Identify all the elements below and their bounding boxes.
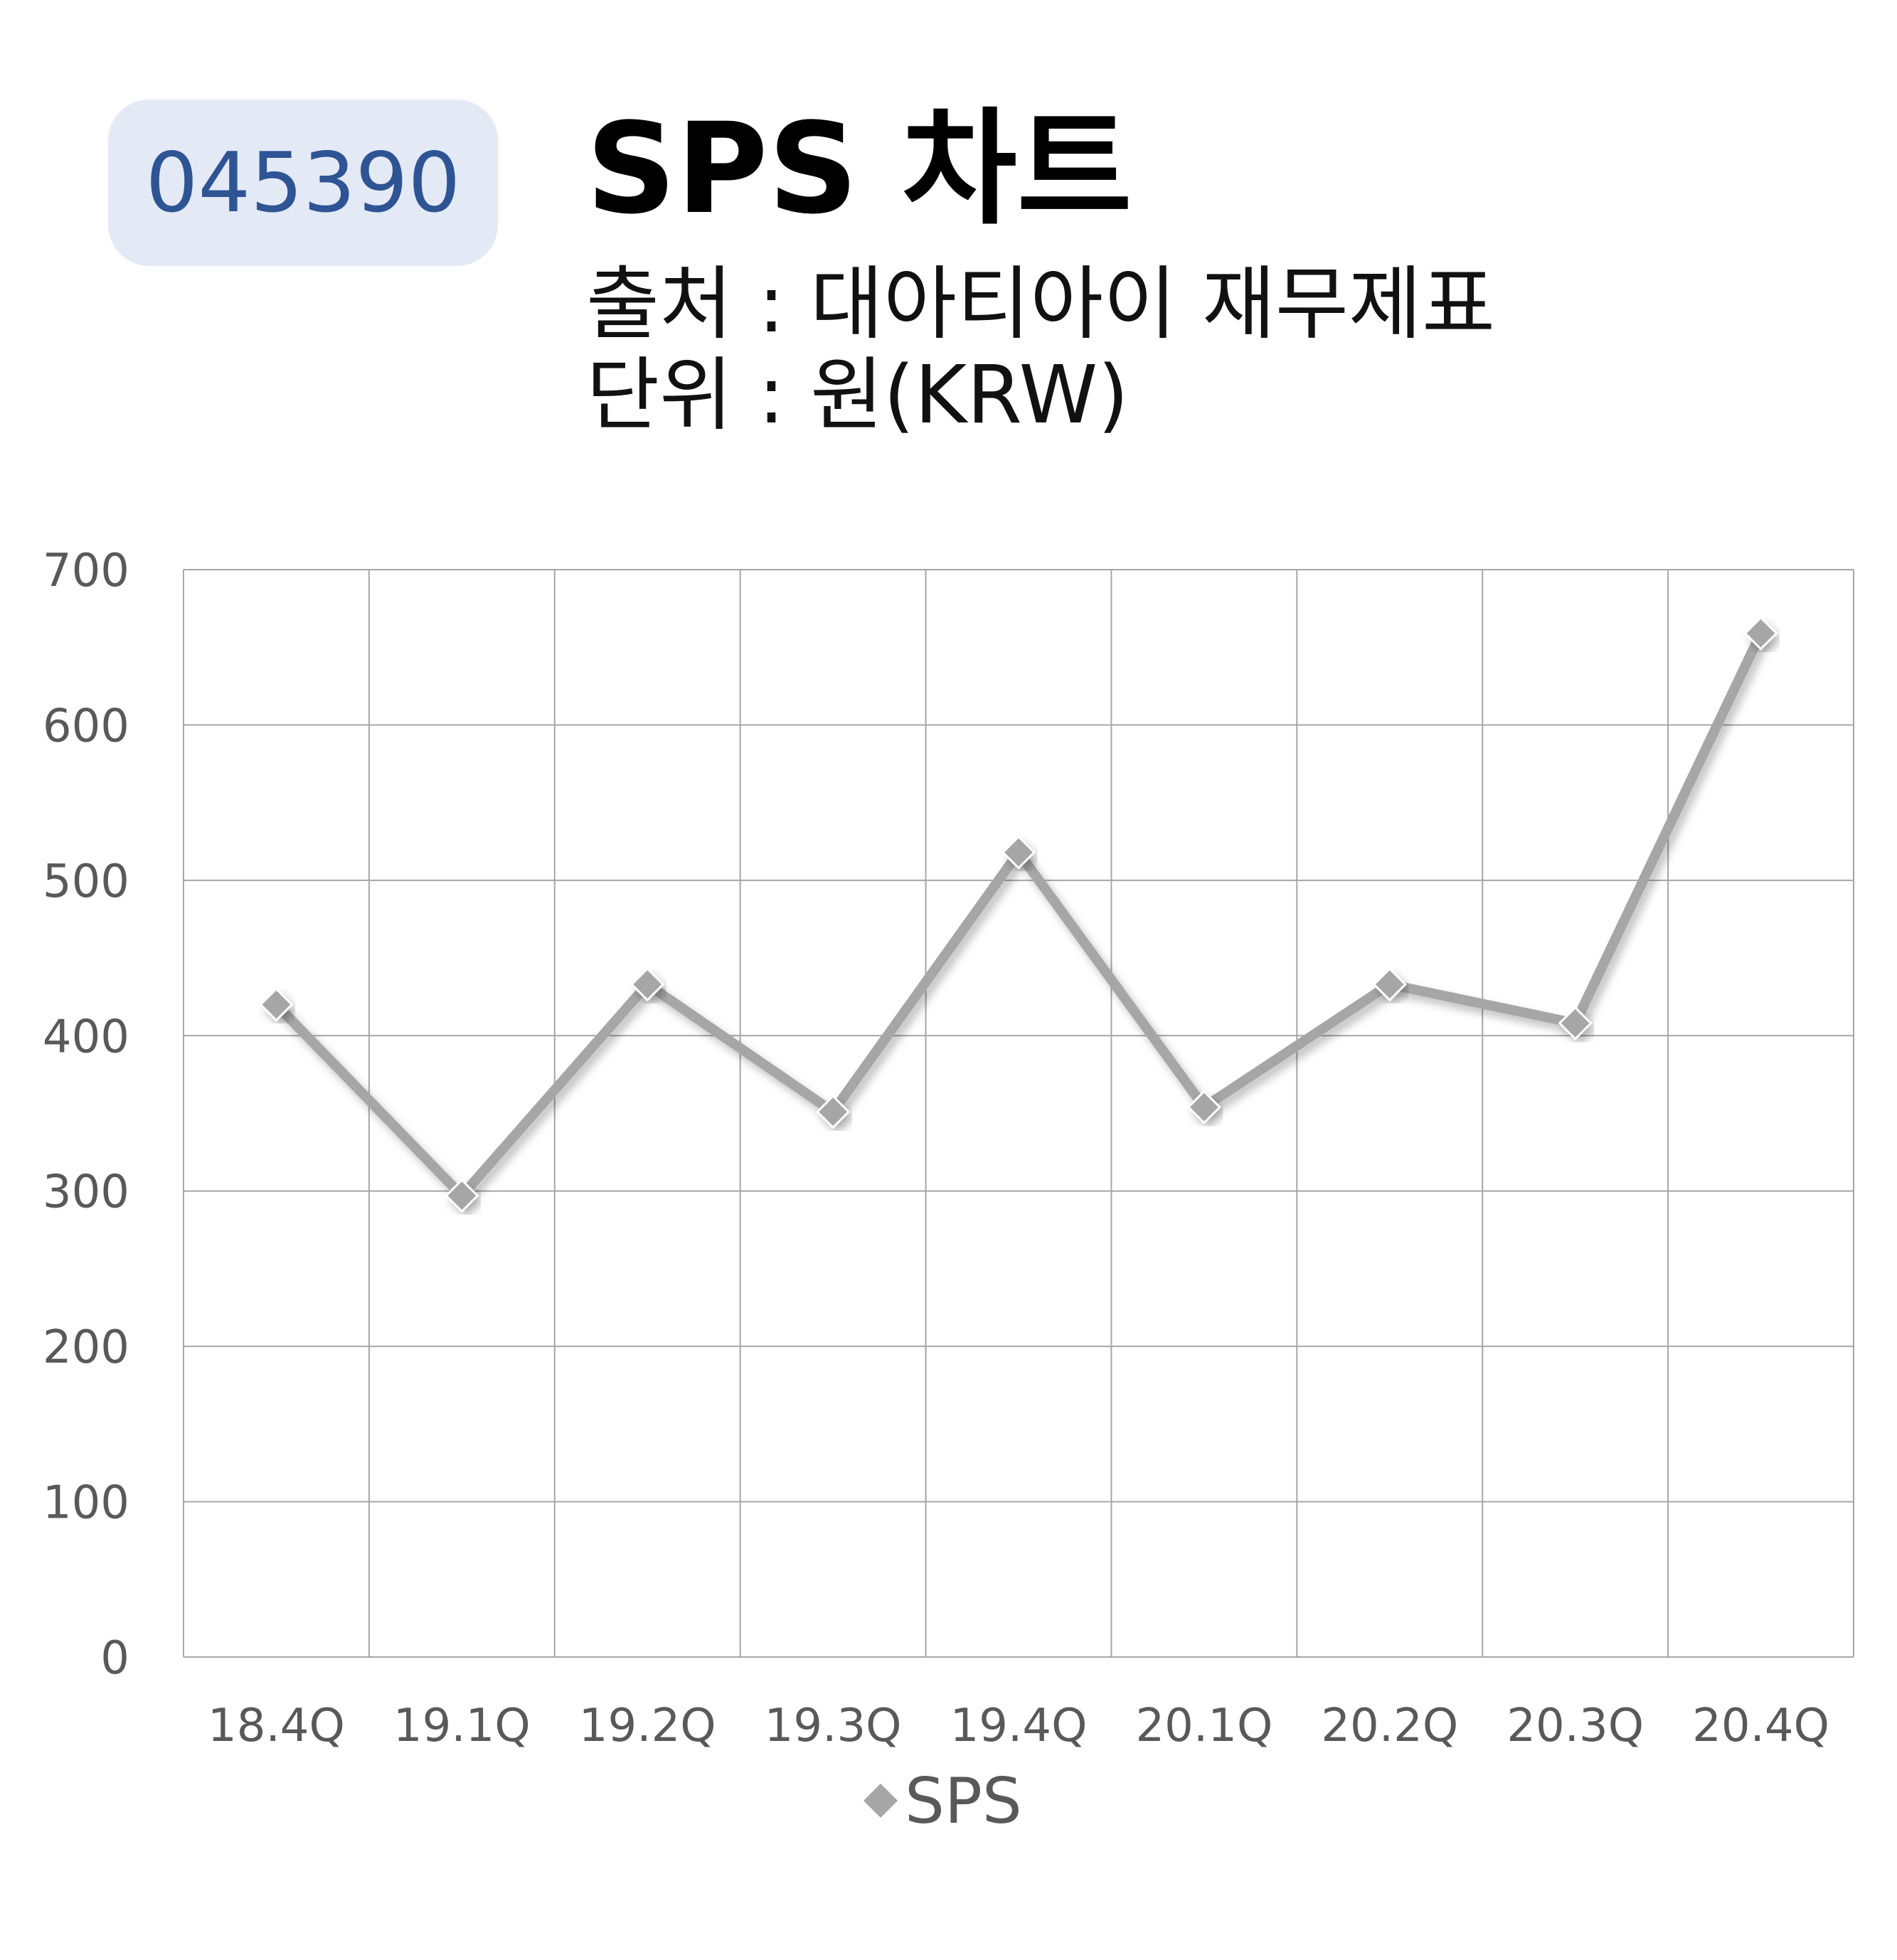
ticker-badge: 045390 <box>108 100 498 266</box>
grid <box>183 569 1854 1658</box>
x-tick-label: 20.3Q <box>1507 1700 1644 1752</box>
data-point-marker <box>445 1178 479 1213</box>
data-point-marker <box>1372 967 1407 1002</box>
unit-label: 단위 : 원(KRW) <box>586 349 1129 442</box>
y-tick-label: 600 <box>43 700 129 752</box>
data-point-marker <box>1186 1090 1222 1124</box>
x-tick-label: 20.2Q <box>1321 1700 1458 1752</box>
x-tick-label: 19.1Q <box>393 1700 531 1752</box>
x-axis: 18.4Q 19.1Q 19.2Q 19.3Q 19.4Q 20.1Q 20.2Q 20.3Q… <box>208 1700 1829 1752</box>
data-point-marker <box>815 1094 851 1129</box>
legend-label: SPS <box>905 1764 1022 1838</box>
y-axis: 0 100 200 300 400 500 600 700 <box>43 545 129 1685</box>
data-point-marker <box>630 967 665 1002</box>
y-tick-label: 0 <box>100 1632 129 1685</box>
chart-title: SPS 차트 <box>586 96 1132 242</box>
data-point-marker <box>1001 835 1036 870</box>
data-point-marker <box>259 987 294 1022</box>
data-point-marker <box>1743 616 1778 651</box>
series-line-sps <box>271 628 1766 1201</box>
x-tick-label: 19.4Q <box>950 1700 1088 1752</box>
y-tick-label: 500 <box>43 856 129 908</box>
x-tick-label: 20.1Q <box>1135 1700 1272 1752</box>
y-tick-label: 100 <box>43 1477 129 1530</box>
legend-marker <box>864 1784 898 1818</box>
series-layer <box>259 616 1778 1213</box>
x-tick-label: 20.4Q <box>1692 1700 1829 1752</box>
x-tick-label: 18.4Q <box>208 1700 345 1752</box>
source-label: 출처 : 대아티아이 재무제표 <box>586 258 1495 351</box>
y-tick-label: 300 <box>43 1166 129 1219</box>
x-tick-label: 19.3Q <box>765 1700 902 1752</box>
y-tick-label: 200 <box>43 1321 129 1374</box>
x-tick-label: 19.2Q <box>579 1700 716 1752</box>
legend: SPS <box>864 1764 1022 1838</box>
y-tick-label: 400 <box>43 1011 129 1063</box>
data-point-marker <box>1558 1006 1593 1040</box>
y-tick-label: 700 <box>43 545 129 597</box>
